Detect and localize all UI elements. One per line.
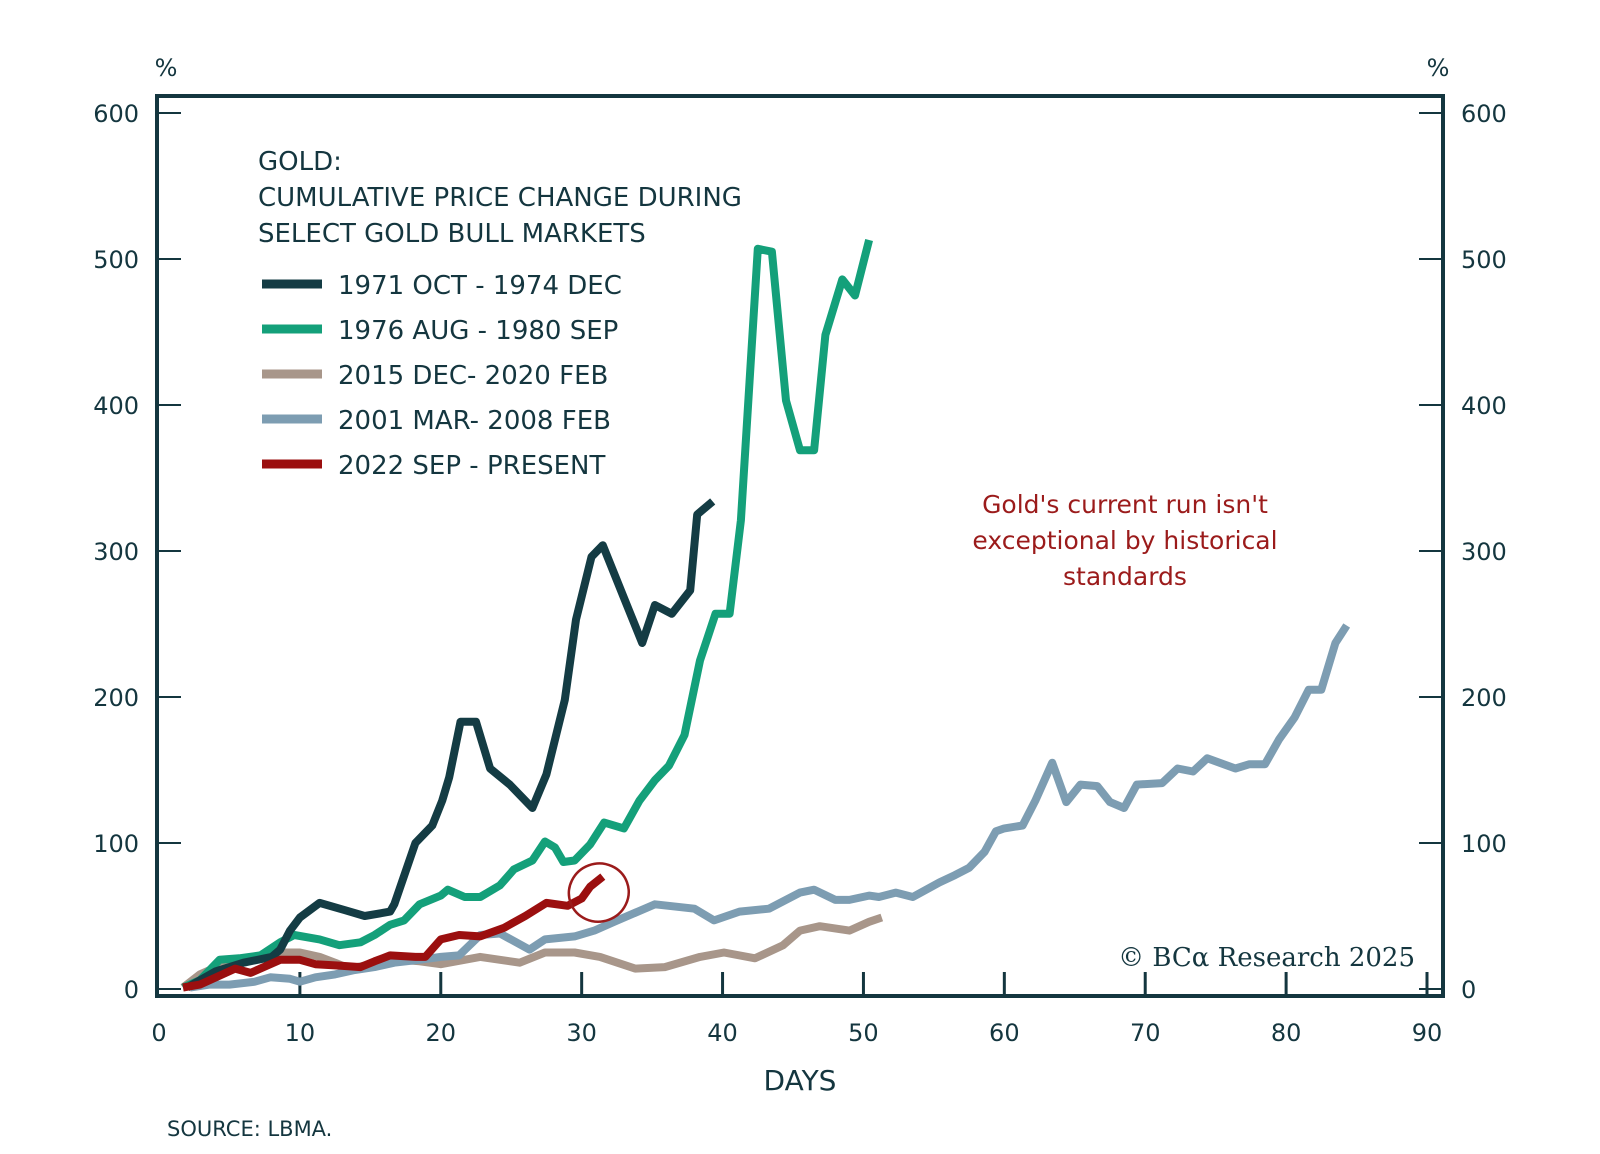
- y-tick-label-left: 300: [93, 538, 139, 566]
- x-tick-label: 80: [1271, 1019, 1302, 1047]
- series-line-2001-mar-2008-feb: [189, 623, 1351, 992]
- y-tick-label-right: 500: [1461, 246, 1507, 274]
- series-line-1976-aug-1980-sep: [181, 239, 873, 992]
- plot-frame: [155, 94, 1445, 998]
- series-line-1971-oct-1974-dec: [185, 498, 716, 991]
- x-tick-label: 30: [566, 1019, 597, 1047]
- x-tick-label: 50: [848, 1019, 879, 1047]
- chart-subtitle-line-1: CUMULATIVE PRICE CHANGE DURING: [258, 183, 742, 213]
- chart-title-block: GOLD: CUMULATIVE PRICE CHANGE DURING SEL…: [258, 147, 742, 249]
- legend-label: 2022 SEP - PRESENT: [338, 451, 606, 481]
- x-tick-label: 0: [151, 1019, 166, 1047]
- y-tick-label-left: 500: [93, 246, 139, 274]
- x-tick-label: 20: [426, 1019, 457, 1047]
- left-axis-unit: %: [155, 54, 178, 82]
- legend-item: 2022 SEP - PRESENT: [262, 451, 606, 481]
- y-tick-label-right: 200: [1461, 684, 1507, 712]
- right-axis-unit: %: [1427, 54, 1450, 82]
- legend-label: 1976 AUG - 1980 SEP: [338, 316, 618, 346]
- y-tick-label-left: 600: [93, 100, 139, 128]
- annotation-line-3: standards: [1063, 562, 1187, 591]
- x-tick-label: 70: [1130, 1019, 1161, 1047]
- y-tick-label-right: 300: [1461, 538, 1507, 566]
- chart-title: GOLD:: [258, 147, 342, 177]
- y-tick-label-left: 200: [93, 684, 139, 712]
- source-note: SOURCE: LBMA.: [167, 1117, 332, 1141]
- y-tick-label-right: 400: [1461, 392, 1507, 420]
- legend-label: 2015 DEC- 2020 FEB: [338, 361, 608, 391]
- y-tick-label-right: 100: [1461, 830, 1507, 858]
- legend-item: 2015 DEC- 2020 FEB: [262, 361, 608, 391]
- legend-item: 1971 OCT - 1974 DEC: [262, 271, 622, 301]
- x-tick-label: 90: [1412, 1019, 1443, 1047]
- legend-item: 1976 AUG - 1980 SEP: [262, 316, 618, 346]
- annotation-line-2: exceptional by historical: [972, 526, 1277, 555]
- series-line-2022-sep-present: [182, 873, 606, 992]
- copyright-text: © BCα Research 2025: [1118, 943, 1415, 973]
- highlight-circle: [567, 862, 630, 923]
- x-tick-label: 60: [989, 1019, 1020, 1047]
- legend-item: 2001 MAR- 2008 FEB: [262, 406, 611, 436]
- y-tick-label-left: 400: [93, 392, 139, 420]
- x-tick-label: 10: [285, 1019, 316, 1047]
- legend: 1971 OCT - 1974 DEC 1976 AUG - 1980 SEP 20…: [262, 271, 622, 481]
- x-tick-label: 40: [707, 1019, 738, 1047]
- y-tick-label-right: 0: [1461, 976, 1476, 1004]
- annotation: Gold's current run isn't exceptional by …: [972, 490, 1277, 591]
- chart-subtitle-line-2: SELECT GOLD BULL MARKETS: [258, 219, 646, 249]
- series-layer: [180, 239, 1351, 992]
- legend-label: 2001 MAR- 2008 FEB: [338, 406, 611, 436]
- x-axis-label: DAYS: [764, 1064, 837, 1097]
- plot-border: [155, 94, 1445, 998]
- y-tick-label-left: 100: [93, 830, 139, 858]
- y-tick-label-right: 600: [1461, 100, 1507, 128]
- legend-label: 1971 OCT - 1974 DEC: [338, 271, 622, 301]
- annotation-line-1: Gold's current run isn't: [982, 490, 1268, 519]
- y-tick-label-left: 0: [124, 976, 139, 1004]
